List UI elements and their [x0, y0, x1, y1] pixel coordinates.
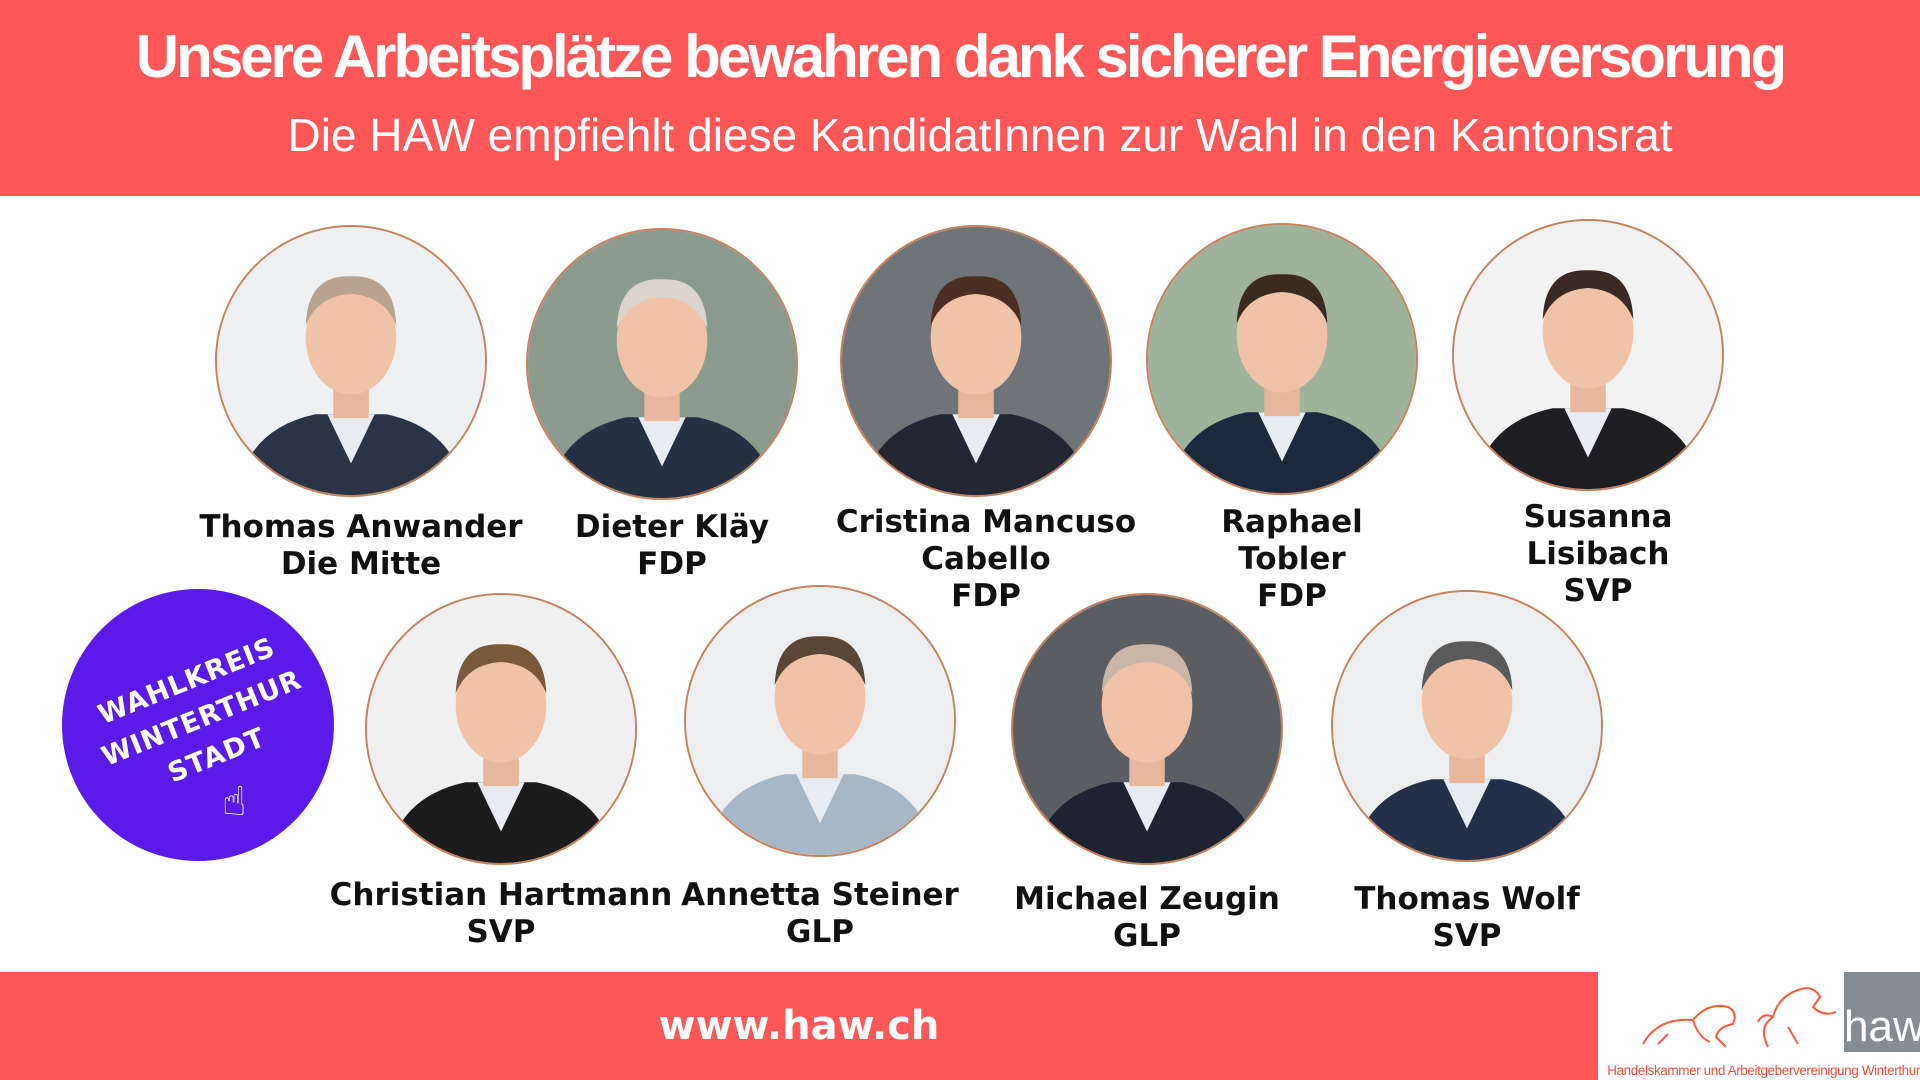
candidate-label: Michael Zeugin GLP: [967, 881, 1327, 955]
candidate-name: Christian Hartmann: [329, 877, 673, 913]
candidate-label: Susanna Lisibach SVP: [1418, 499, 1778, 610]
candidate-label: Thomas Wolf SVP: [1287, 881, 1647, 955]
candidate-party: FDP: [951, 578, 1021, 614]
candidate-name: Michael Zeugin: [1014, 881, 1280, 917]
candidate-label: Raphael Tobler FDP: [1112, 504, 1472, 615]
candidate-photo: [1452, 219, 1724, 491]
wahlkreis-badge: WAHLKREIS WINTERTHUR STADT ☝: [62, 589, 334, 861]
candidate-label: Cristina Mancuso Cabello FDP: [806, 504, 1166, 615]
candidate-party: GLP: [786, 914, 854, 950]
haw-logo: haw Handelskammer und Arbeitgebervereini…: [1598, 972, 1920, 1080]
candidate-name: Cabello: [921, 541, 1051, 577]
footer-bar: www.haw.ch: [0, 972, 1598, 1080]
candidate-name: Susanna: [1523, 499, 1673, 535]
candidate-party: FDP: [1257, 578, 1327, 614]
candidate-photo: [1146, 223, 1418, 495]
candidate-party: GLP: [1113, 918, 1181, 954]
candidate-label: Annetta Steiner GLP: [640, 877, 1000, 951]
website-link[interactable]: www.haw.ch: [658, 1003, 940, 1049]
candidate-name: Dieter Kläy: [574, 509, 770, 545]
candidate-name: Lisibach: [1526, 536, 1670, 572]
candidate-name: Thomas Anwander: [199, 509, 523, 545]
pointing-hand-icon: ☝: [222, 779, 247, 825]
candidate-label: Dieter Kläy FDP: [492, 509, 852, 583]
candidate-photo: [684, 585, 956, 857]
candidate-photo: [840, 225, 1112, 497]
candidate-party: SVP: [1432, 918, 1502, 954]
candidate-name: Annetta Steiner: [681, 877, 959, 913]
page-title: Unsere Arbeitsplätze bewahren dank siche…: [135, 23, 1787, 90]
candidate-photo: [365, 593, 637, 865]
header-banner: Unsere Arbeitsplätze bewahren dank siche…: [0, 0, 1920, 196]
candidate-name: Thomas Wolf: [1354, 881, 1580, 917]
lion-icon: [1642, 987, 1837, 1048]
candidate-label: Thomas Anwander Die Mitte: [181, 509, 541, 583]
candidate-photo: [526, 228, 798, 500]
page-subtitle: Die HAW empfiehlt diese KandidatInnen zu…: [287, 109, 1673, 161]
logo-caption: Handelskammer und Arbeitgebervereinigung…: [1607, 1063, 1920, 1078]
candidate-name: Raphael: [1221, 504, 1363, 540]
candidate-party: SVP: [466, 914, 536, 950]
candidate-photo: [215, 225, 487, 497]
candidate-party: FDP: [637, 546, 707, 582]
candidate-party: Die Mitte: [280, 546, 442, 582]
candidate-photo: [1011, 593, 1283, 865]
candidate-label: Christian Hartmann SVP: [321, 877, 681, 951]
candidate-name: Cristina Mancuso: [835, 504, 1137, 540]
candidate-photo: [1331, 590, 1603, 862]
candidate-party: SVP: [1563, 573, 1633, 609]
candidate-name: Tobler: [1238, 541, 1346, 577]
haw-wordmark: haw: [1844, 972, 1920, 1052]
